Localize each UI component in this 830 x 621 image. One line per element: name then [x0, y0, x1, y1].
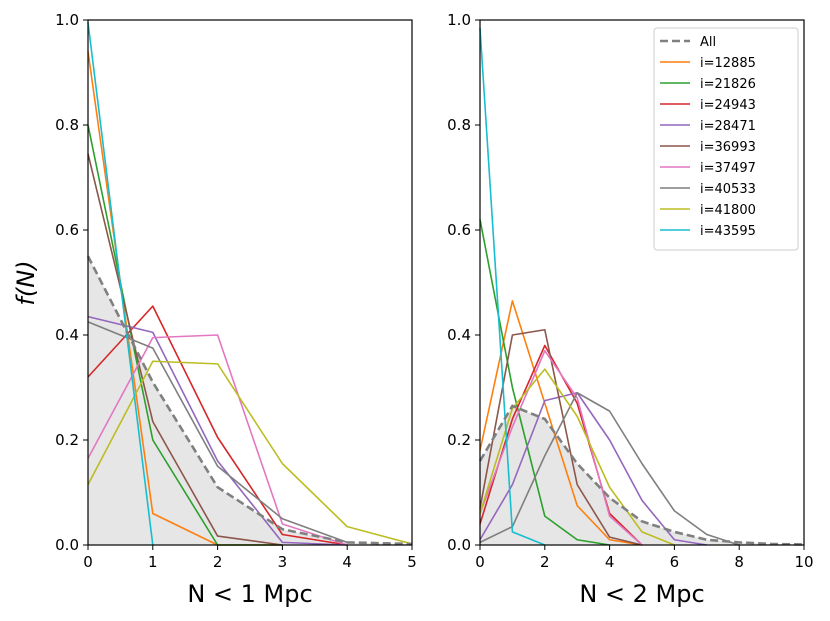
x-axis-label: N < 1 Mpc	[187, 580, 312, 608]
x-tick-label: 4	[342, 553, 352, 571]
series-line-all	[86, 255, 413, 546]
legend-label: i=12885	[700, 56, 756, 71]
right-panel: 0 2 4 6 8 10 0.0 0.2 0.4 0.6 0.8 1.0 N < 2 Mpc	[447, 11, 813, 608]
axes-frame	[479, 19, 805, 546]
legend-label: All	[700, 35, 716, 50]
series-line-i-41800	[479, 368, 675, 546]
y-tick-label: 0.4	[55, 326, 79, 344]
x-tick-label: 6	[670, 553, 680, 571]
all-area-fill	[88, 256, 412, 545]
series-line-i-12885	[479, 300, 643, 546]
legend-label: i=36993	[700, 140, 756, 155]
legend-label: i=37497	[700, 161, 756, 176]
series-line-i-28471	[479, 391, 707, 546]
legend-label: i=40533	[700, 182, 756, 197]
legend-label: i=21826	[700, 77, 756, 92]
x-tick-label: 2	[540, 553, 550, 571]
axes-frame	[87, 19, 413, 546]
y-axis-label: f(N)	[12, 260, 40, 305]
y-tick-label: 0.4	[447, 326, 471, 344]
x-tick-label: 1	[148, 553, 158, 571]
legend-label: i=43595	[700, 224, 756, 239]
legend: All i=12885 i=21826 i=24943 i=28471 i=36993 i=…	[653, 27, 799, 251]
x-tick-label: 0	[475, 553, 485, 571]
y-tick-label: 0.0	[447, 536, 471, 554]
series-line-i-43595	[87, 22, 154, 546]
y-tick-label: 0.8	[447, 116, 471, 134]
legend-label: i=28471	[700, 119, 756, 134]
series-line-i-40533	[479, 391, 740, 546]
x-tick-label: 5	[407, 553, 417, 571]
y-tick-label: 0.6	[55, 221, 79, 239]
y-tick-label: 1.0	[447, 11, 471, 29]
x-tick-label: 3	[278, 553, 288, 571]
x-axis-label: N < 2 Mpc	[579, 580, 704, 608]
x-tick-label: 0	[83, 553, 93, 571]
left-panel: 0 1 2 3 4 5 0.0 0.2 0.4 0.6 0.8 1.0 N < 1 Mpc	[55, 11, 417, 608]
y-tick-label: 1.0	[55, 11, 79, 29]
all-area-fill	[480, 405, 804, 545]
series-line-i-37497	[87, 334, 348, 546]
x-tick-label: 10	[794, 553, 813, 571]
series-line-i-41800	[87, 360, 413, 545]
series-line-i-21826	[479, 219, 610, 546]
legend-label: i=41800	[700, 203, 756, 218]
series-line-i-43595	[479, 27, 546, 546]
y-tick-label: 0.2	[55, 431, 79, 449]
series-line-i-36993	[479, 328, 643, 546]
x-tick-label: 2	[213, 553, 223, 571]
y-tick-label: 0.8	[55, 116, 79, 134]
y-tick-label: 0.2	[447, 431, 471, 449]
series-line-i-28471	[87, 315, 348, 546]
y-tick-label: 0.6	[447, 221, 471, 239]
legend-label: i=24943	[700, 98, 756, 113]
y-tick-label: 0.0	[55, 536, 79, 554]
series-line-i-40533	[87, 321, 348, 544]
x-tick-label: 4	[605, 553, 615, 571]
series-line-all	[478, 404, 805, 546]
x-tick-label: 8	[734, 553, 744, 571]
